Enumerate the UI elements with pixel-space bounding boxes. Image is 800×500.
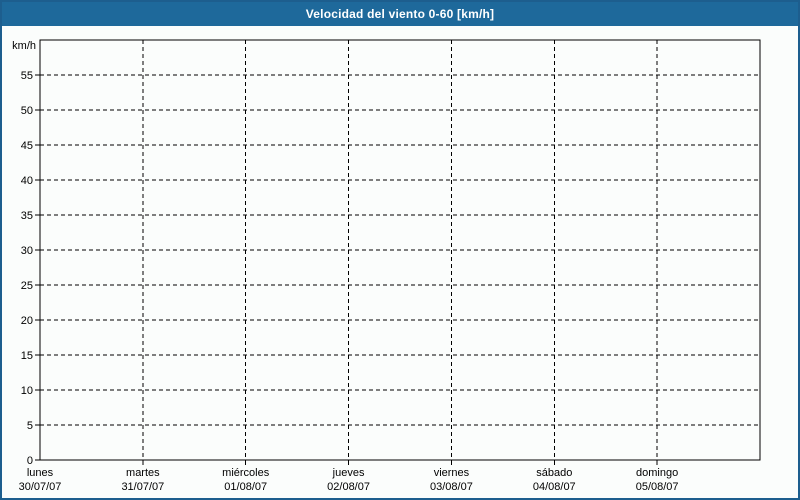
wind-speed-chart: 0 5 10 15 20 25 30 35 40 45 50 55 lunes 30/07/07 marte… — [2, 26, 798, 498]
x-day-label: viernes — [434, 467, 470, 479]
y-tick-label: 5 — [27, 420, 33, 432]
x-day-label: miércoles — [222, 467, 270, 479]
y-tick-label: 25 — [21, 280, 33, 292]
y-tick-label: 10 — [21, 385, 33, 397]
x-day-label: jueves — [332, 467, 365, 479]
x-day-label: domingo — [636, 467, 678, 479]
x-date-label: 04/08/07 — [533, 481, 576, 493]
x-date-label: 05/08/07 — [636, 481, 679, 493]
x-day-label: martes — [126, 467, 160, 479]
x-date-label: 31/07/07 — [121, 481, 164, 493]
x-date-label: 01/08/07 — [224, 481, 267, 493]
chart-window: Velocidad del viento 0-60 [km/h] 0 5 10 15 2… — [0, 0, 800, 500]
window-titlebar: Velocidad del viento 0-60 [km/h] — [2, 2, 798, 26]
x-day-label: sábado — [536, 467, 572, 479]
y-tick-label: 50 — [21, 105, 33, 117]
y-tick-label: 0 — [27, 455, 33, 467]
y-tick-label: 20 — [21, 315, 33, 327]
x-day-label: lunes — [27, 467, 54, 479]
y-tick-label: 15 — [21, 350, 33, 362]
x-date-label: 30/07/07 — [19, 481, 62, 493]
y-axis-unit-label: km/h — [12, 40, 36, 52]
y-tick-label: 40 — [21, 175, 33, 187]
y-tick-label: 55 — [21, 70, 33, 82]
chart-title: Velocidad del viento 0-60 [km/h] — [306, 7, 494, 21]
x-date-label: 03/08/07 — [430, 481, 473, 493]
y-tick-label: 35 — [21, 210, 33, 222]
chart-area: 0 5 10 15 20 25 30 35 40 45 50 55 lunes 30/07/07 marte… — [2, 26, 798, 498]
y-tick-label: 30 — [21, 245, 33, 257]
x-date-label: 02/08/07 — [327, 481, 370, 493]
y-tick-label: 45 — [21, 140, 33, 152]
